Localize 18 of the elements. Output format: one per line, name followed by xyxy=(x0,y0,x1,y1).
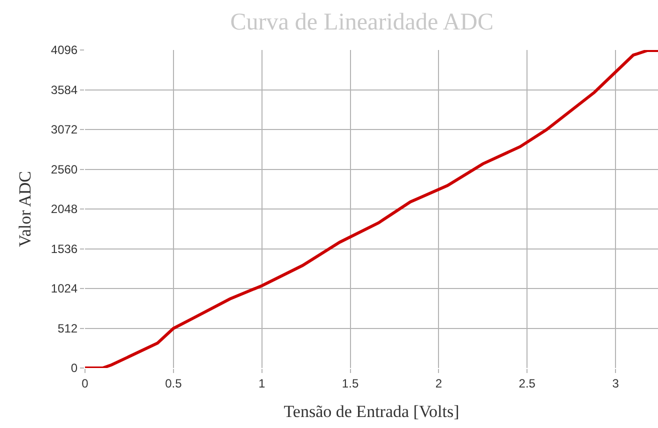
x-tick-label: 3 xyxy=(612,376,620,390)
y-tick-label: 2048 xyxy=(50,202,78,216)
x-tick-label: 1 xyxy=(258,376,266,390)
x-tick-label: 2 xyxy=(435,376,442,390)
y-tick-label: 3584 xyxy=(50,82,78,97)
x-tick-label: 0.5 xyxy=(165,376,182,390)
y-tick-label: 4096 xyxy=(50,43,78,58)
x-tick-label: 2.5 xyxy=(518,376,536,390)
x-axis-title: Tensão de Entrada [Volts] xyxy=(284,402,460,421)
y-tick-label: 1536 xyxy=(50,242,78,256)
x-tick-label: 1.5 xyxy=(342,376,359,390)
y-axis-title: Valor ADC xyxy=(15,170,34,248)
y-tick-label: 2560 xyxy=(50,162,78,176)
x-tick-label: 0 xyxy=(82,376,89,390)
y-tick-label: 512 xyxy=(58,321,78,336)
y-tick-label: 3072 xyxy=(50,122,78,137)
y-tick-label: 0 xyxy=(70,361,78,376)
y-tick-label: 1024 xyxy=(50,282,78,296)
